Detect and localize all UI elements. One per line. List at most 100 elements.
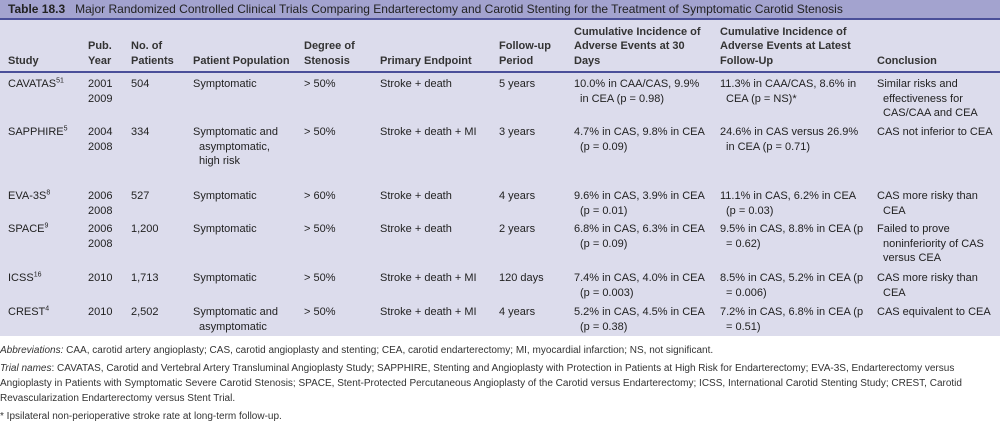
latest-incidence-text: 7.2% in CAS, 6.8% in CEA (p = 0.51): [720, 306, 864, 333]
col-header-30days: Cumulative Incidence of Adverse Events a…: [566, 20, 712, 73]
cell-30-day-incidence: 4.7% in CAS, 9.8% in CEA (p = 0.09): [566, 121, 712, 185]
endpoint-text: Stroke + death: [380, 190, 452, 202]
cell-study: ICSS16: [0, 267, 80, 301]
trials-table-container: Study Pub. Year No. of Patients Patient …: [0, 20, 1000, 336]
cell-study: SPACE9: [0, 218, 80, 267]
cell-conclusion: CAS more risky than CEA: [869, 267, 1000, 301]
followup-text: 120 days: [499, 272, 544, 284]
stenosis-text: > 50%: [304, 272, 336, 284]
cell-stenosis: > 50%: [296, 218, 372, 267]
abbreviations-note: Abbreviations: CAA, carotid artery angio…: [0, 343, 1000, 358]
cell-latest-incidence: 11.3% in CAA/CAS, 8.6% in CEA (p = NS)*: [712, 72, 869, 121]
table-row: CREST4 2010 2,502 Symptomatic and asymptoma…: [0, 301, 1000, 335]
study-text: EVA-3S: [8, 190, 47, 202]
cell-population: Symptomatic: [185, 72, 296, 121]
population-text: Symptomatic: [193, 223, 257, 235]
reference-superscript: 8: [46, 189, 51, 197]
cell-population: Symptomatic and asymptomatic: [185, 301, 296, 335]
cell-year: 2006 2008: [80, 185, 123, 218]
cell-endpoint: Stroke + death: [372, 185, 491, 218]
cell-population: Symptomatic: [185, 218, 296, 267]
header-row: Study Pub. Year No. of Patients Patient …: [0, 20, 1000, 73]
cell-stenosis: > 50%: [296, 121, 372, 185]
col-header-conclusion: Conclusion: [869, 20, 1000, 73]
cell-conclusion: CAS more risky than CEA: [869, 185, 1000, 218]
table-row: EVA-3S8 2006 2008 527 Symptomatic > 60% Strok…: [0, 185, 1000, 218]
30-day-incidence-text: 5.2% in CAS, 4.5% in CEA (p = 0.38): [574, 306, 705, 333]
year-text: 2010: [88, 272, 113, 284]
study-text: SAPPHIRE: [8, 126, 64, 138]
col-header-endpoint: Primary Endpoint: [372, 20, 491, 73]
reference-superscript: 9: [44, 222, 49, 230]
reference-superscript: 16: [33, 271, 42, 279]
cell-year: 2006 2008: [80, 218, 123, 267]
cell-patients: 527: [123, 185, 185, 218]
cell-endpoint: Stroke + death: [372, 72, 491, 121]
cell-endpoint: Stroke + death + MI: [372, 301, 491, 335]
cell-latest-incidence: 7.2% in CAS, 6.8% in CEA (p = 0.51): [712, 301, 869, 335]
cell-30-day-incidence: 6.8% in CAS, 6.3% in CEA (p = 0.09): [566, 218, 712, 267]
table-title-bar: Table 18.3 Major Randomized Controlled Cl…: [0, 0, 1000, 20]
latest-incidence-text: 11.1% in CAS, 6.2% in CEA (p = 0.03): [720, 190, 856, 217]
conclusion-text: Failed to prove noninferiority of CAS ve…: [877, 223, 984, 264]
stenosis-text: > 50%: [304, 78, 336, 90]
conclusion-text: CAS not inferior to CEA: [877, 126, 993, 138]
col-header-stenosis: Degree of Stenosis: [296, 20, 372, 73]
patients-text: 504: [131, 78, 150, 90]
population-text: Symptomatic: [193, 272, 257, 284]
cell-endpoint: Stroke + death: [372, 218, 491, 267]
stenosis-text: > 50%: [304, 306, 336, 318]
population-text: Symptomatic: [193, 190, 257, 202]
year-text: 2006 2008: [88, 190, 113, 217]
cell-followup: 2 years: [491, 218, 566, 267]
study-text: SPACE: [8, 223, 45, 235]
cell-30-day-incidence: 10.0% in CAA/CAS, 9.9% in CEA (p = 0.98): [566, 72, 712, 121]
cell-year: 2004 2008: [80, 121, 123, 185]
latest-incidence-text: 9.5% in CAS, 8.8% in CEA (p = 0.62): [720, 223, 864, 250]
year-text: 2010: [88, 306, 113, 318]
cell-population: Symptomatic: [185, 185, 296, 218]
study-text: CAVATAS: [8, 78, 57, 90]
latest-incidence-text: 8.5% in CAS, 5.2% in CEA (p = 0.006): [720, 272, 864, 299]
cell-followup: 4 years: [491, 185, 566, 218]
stenosis-text: > 60%: [304, 190, 336, 202]
study-text: CREST: [8, 306, 46, 318]
cell-followup: 5 years: [491, 72, 566, 121]
col-header-population: Patient Population: [185, 20, 296, 73]
endpoint-text: Stroke + death + MI: [380, 272, 477, 284]
col-header-year: Pub. Year: [80, 20, 123, 73]
stenosis-text: > 50%: [304, 126, 336, 138]
30-day-incidence-text: 10.0% in CAA/CAS, 9.9% in CEA (p = 0.98): [574, 78, 700, 105]
table-row: SAPPHIRE5 2004 2008 334 Symptomatic and asy…: [0, 121, 1000, 185]
followup-text: 2 years: [499, 223, 536, 235]
abbreviations-text: CAA, carotid artery angioplasty; CAS, ca…: [63, 345, 714, 356]
cell-year: 2010: [80, 267, 123, 301]
table-notes: Abbreviations: CAA, carotid artery angio…: [0, 343, 1000, 427]
cell-endpoint: Stroke + death + MI: [372, 267, 491, 301]
col-header-patients: No. of Patients: [123, 20, 185, 73]
cell-patients: 504: [123, 72, 185, 121]
cell-stenosis: > 50%: [296, 267, 372, 301]
year-text: 2004 2008: [88, 126, 113, 153]
latest-incidence-text: 11.3% in CAA/CAS, 8.6% in CEA (p = NS)*: [720, 78, 857, 105]
cell-followup: 120 days: [491, 267, 566, 301]
cell-stenosis: > 50%: [296, 301, 372, 335]
endpoint-text: Stroke + death + MI: [380, 126, 477, 138]
followup-text: 4 years: [499, 190, 536, 202]
conclusion-text: CAS more risky than CEA: [877, 272, 978, 299]
reference-superscript: 51: [56, 77, 64, 85]
cell-30-day-incidence: 9.6% in CAS, 3.9% in CEA (p = 0.01): [566, 185, 712, 218]
endpoint-text: Stroke + death: [380, 78, 452, 90]
population-text: Symptomatic and asymptomatic, high risk: [193, 126, 278, 167]
30-day-incidence-text: 4.7% in CAS, 9.8% in CEA (p = 0.09): [574, 126, 705, 153]
cell-conclusion: Failed to prove noninferiority of CAS ve…: [869, 218, 1000, 267]
abbreviations-label: Abbreviations:: [0, 345, 64, 356]
cell-study: CAVATAS51: [0, 72, 80, 121]
cell-population: Symptomatic and asymptomatic, high risk: [185, 121, 296, 185]
cell-stenosis: > 50%: [296, 72, 372, 121]
reference-superscript: 5: [63, 125, 68, 133]
patients-text: 334: [131, 126, 150, 138]
cell-patients: 1,200: [123, 218, 185, 267]
endpoint-text: Stroke + death + MI: [380, 306, 477, 318]
conclusion-text: Similar risks and effectiveness for CAS/…: [877, 78, 978, 119]
